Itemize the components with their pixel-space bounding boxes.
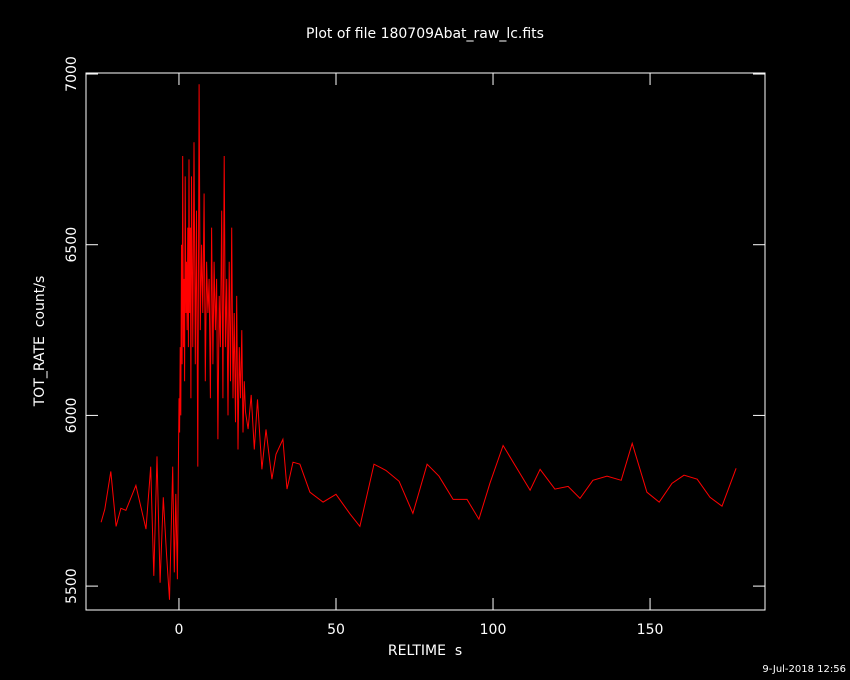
x-tick-label: 150 (637, 622, 664, 638)
chart-title: Plot of file 180709Abat_raw_lc.fits (306, 26, 544, 42)
x-tick-label: 50 (327, 622, 345, 638)
footer: 9-Jul-2018 12:56 (762, 664, 846, 675)
y-tick-label: 7000 (64, 56, 80, 92)
y-axis-label: TOT_RATE count/s (32, 276, 48, 408)
x-tick-label: 100 (480, 622, 507, 638)
x-axis-label: RELTIME s (388, 643, 462, 659)
x-tick-label: 0 (175, 622, 184, 638)
data-line (100, 84, 737, 600)
y-tick-label: 6500 (64, 227, 80, 263)
plot-frame (85, 72, 766, 611)
y-tick-label: 5500 (64, 568, 80, 604)
y-tick-label: 6000 (64, 398, 80, 434)
